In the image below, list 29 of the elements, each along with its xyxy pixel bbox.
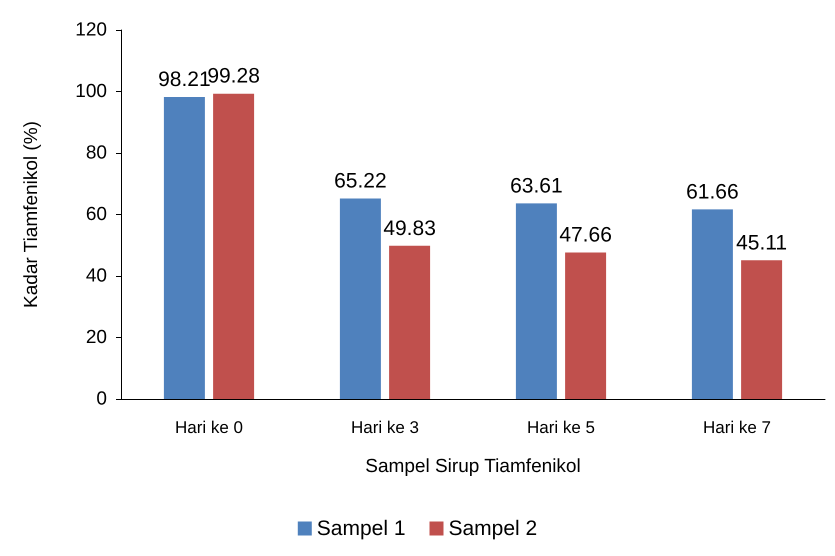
data-label: 45.11	[736, 231, 788, 254]
bar	[164, 97, 205, 399]
bar	[340, 198, 381, 399]
x-tick-label: Hari ke 0	[174, 418, 244, 437]
y-tick-label: 60	[86, 204, 107, 225]
bar	[213, 94, 254, 399]
x-tick-label: Hari ke 5	[526, 418, 596, 437]
data-label: 47.66	[559, 223, 612, 246]
legend-label: Sampel 2	[448, 517, 538, 540]
y-axis-title: Kadar Tiamfenikol (%)	[21, 121, 42, 308]
bar	[741, 260, 782, 399]
data-label: 49.83	[383, 216, 436, 240]
bar	[516, 203, 557, 399]
legend-label: Sampel 1	[316, 517, 406, 540]
y-tick-label: 0	[96, 388, 107, 410]
y-tick-label: 20	[86, 327, 107, 348]
y-tick-label: 80	[86, 142, 107, 164]
x-tick-label: Hari ke 7	[702, 418, 772, 437]
y-tick-label: 120	[75, 20, 107, 40]
data-label: 63.61	[510, 174, 563, 198]
data-label: 65.22	[334, 169, 387, 192]
y-tick-label: 40	[86, 266, 107, 286]
x-tick-label: Hari ke 3	[350, 418, 420, 437]
data-label: 61.66	[686, 180, 739, 204]
bar	[389, 246, 430, 399]
bar	[565, 252, 606, 399]
x-axis-title: Sampel Sirup Tiamfenikol	[365, 456, 581, 477]
y-tick-label: 100	[75, 81, 107, 102]
bar	[692, 209, 733, 399]
